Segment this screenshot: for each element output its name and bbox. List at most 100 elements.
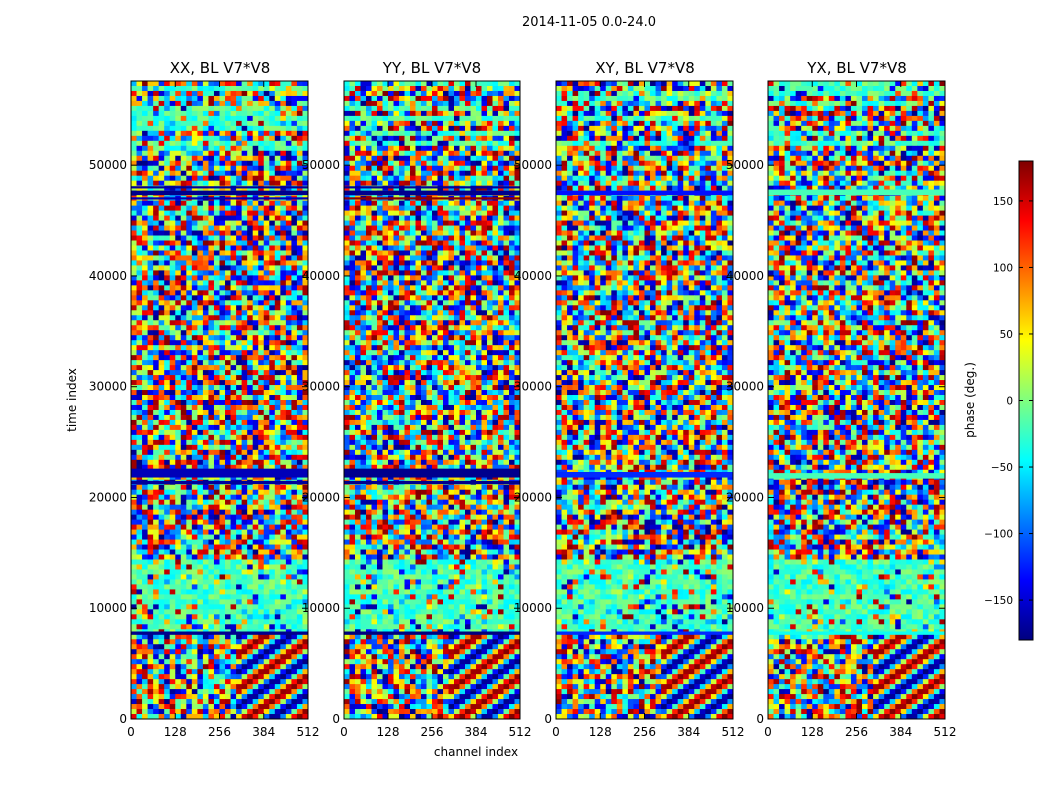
heatmap-cell [388,125,394,132]
heatmap-cell [355,85,361,92]
heatmap-cell [208,370,215,376]
heatmap-cell [274,395,281,401]
heatmap-cell [158,95,165,102]
heatmap-cell [388,200,394,207]
heatmap-cell [164,135,171,142]
heatmap-cell [186,355,193,361]
heatmap-cell [136,210,143,216]
heatmap-cell [241,439,248,446]
heatmap-cell [202,504,209,511]
heatmap-cell [158,105,165,112]
heatmap-cell [131,375,137,381]
heatmap-cell [158,439,165,446]
heatmap-cell [285,459,292,466]
heatmap-cell [426,81,433,87]
heatmap-cell [355,150,361,157]
heatmap-cell [377,145,383,152]
heatmap-cell [498,155,504,162]
heatmap-cell [443,150,449,157]
heatmap-cell [158,115,165,122]
heatmap-cell [164,125,171,132]
heatmap-cell [404,205,411,211]
heatmap-cell [393,200,400,207]
heatmap-cell [175,295,182,301]
heatmap-cell [236,330,243,336]
heatmap-cell [302,85,309,92]
heatmap-cell [131,459,137,466]
heatmap-cell [296,669,303,675]
heatmap-cell [470,165,477,172]
heatmap-cell [296,180,303,187]
heatmap-cell [241,584,248,590]
heatmap-cell [219,215,226,221]
heatmap-cell [164,414,171,421]
heatmap-cell [180,689,187,695]
heatmap-cell [263,614,270,620]
heatmap-cell [142,145,148,152]
heatmap-cell [208,170,215,177]
heatmap-cell [481,210,488,216]
heatmap-cell [225,584,231,590]
heatmap-cell [213,429,220,436]
heatmap-cell [280,424,287,431]
heatmap-cell [208,519,215,526]
heatmap-cell [263,639,270,645]
heatmap-cell [393,165,400,172]
heatmap-cell [180,409,187,416]
heatmap-cell [191,584,198,590]
heatmap-cell [175,659,182,665]
heatmap-cell [197,529,204,535]
heatmap-cell [302,619,309,625]
heatmap-cell [186,574,193,580]
heatmap-cell [269,85,276,92]
heatmap-cell [258,145,265,152]
heatmap-cell [470,205,477,211]
heatmap-cell [186,350,193,356]
heatmap-cell [208,210,215,216]
heatmap-cell [269,90,276,97]
heatmap-cell [349,115,356,122]
heatmap-cell [426,85,433,92]
heatmap-cell [230,295,237,301]
heatmap-cell [142,365,148,371]
heatmap-cell [191,335,198,341]
heatmap-cell [269,305,276,311]
heatmap-cell [492,125,499,132]
heatmap-cell [269,100,276,107]
heatmap-cell [180,444,187,451]
heatmap-cell [280,684,287,690]
heatmap-cell [360,215,367,221]
heatmap-cell [280,529,287,535]
heatmap-cell [186,285,193,291]
heatmap-cell [230,539,237,545]
heatmap-cell [202,240,209,246]
heatmap-cell [225,689,231,695]
heatmap-cell [169,390,176,396]
heatmap-cell [481,120,488,127]
heatmap-cell [225,434,231,441]
heatmap-cell [258,305,265,311]
heatmap-cell [274,534,281,540]
heatmap-cell [241,614,248,620]
heatmap-cell [263,210,270,216]
heatmap-cell [443,90,449,97]
heatmap-cell [498,205,504,211]
heatmap-cell [432,175,438,182]
heatmap-cell [280,524,287,530]
heatmap-cell [241,395,248,401]
heatmap-cell [131,395,137,401]
heatmap-cell [208,699,215,705]
heatmap-cell [241,115,248,122]
heatmap-cell [241,499,248,506]
heatmap-cell [186,604,193,610]
heatmap-cell [252,624,259,630]
heatmap-cell [219,200,226,207]
heatmap-cell [213,624,220,630]
heatmap-cell [355,175,361,182]
heatmap-cell [142,599,148,605]
heatmap-cell [153,310,160,316]
heatmap-cell [487,125,493,132]
heatmap-cell [164,639,171,645]
heatmap-cell [164,689,171,695]
heatmap-cell [153,120,160,127]
